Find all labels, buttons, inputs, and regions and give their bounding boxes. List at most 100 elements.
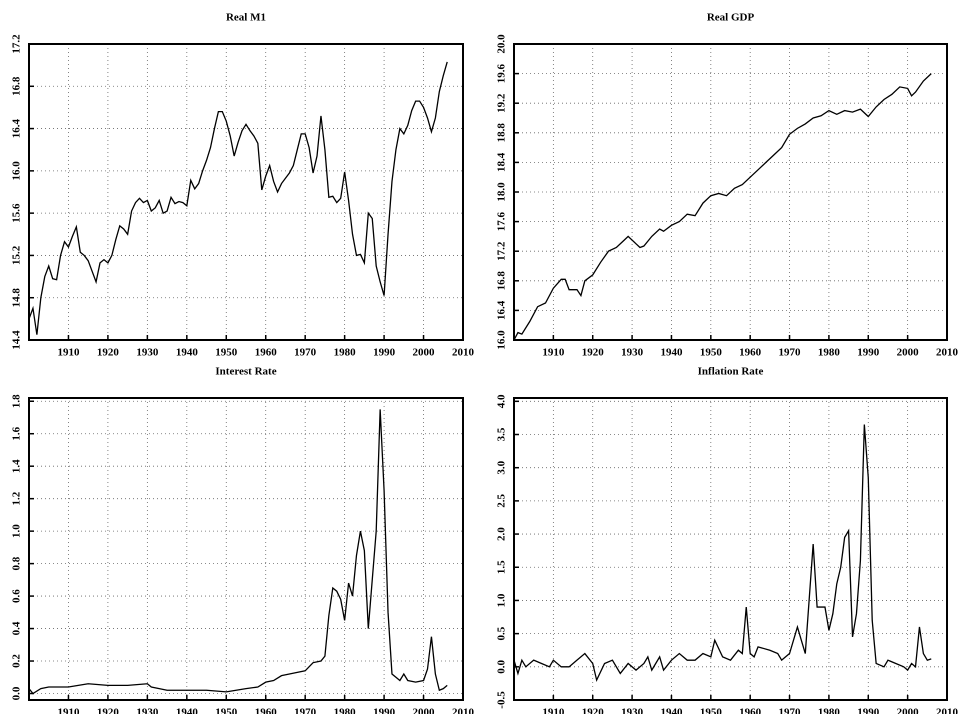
y-tick-label: -0.5 <box>496 691 508 709</box>
plot-frame <box>513 397 948 701</box>
x-tick-label: 1990 <box>857 707 880 714</box>
y-tick-label: 2.5 <box>496 494 508 508</box>
x-tick-label: 1980 <box>818 347 841 359</box>
y-tick-label: 18.4 <box>496 152 508 172</box>
x-tick-label: 1960 <box>255 347 278 359</box>
x-tick-label: 1940 <box>176 347 199 359</box>
y-tick-label: 0.5 <box>496 626 508 640</box>
y-tick-label: 3.0 <box>496 460 508 474</box>
y-tick-label: 1.5 <box>496 560 508 574</box>
panel: Real GDP 1910 1920 1930 1940 1950 1960 1970 1980… <box>496 12 959 359</box>
x-tick-label: 2000 <box>897 347 920 359</box>
x-tick-label: 1970 <box>294 707 317 714</box>
y-tick-label: 20.0 <box>496 34 508 54</box>
x-tick-label: 1960 <box>739 347 762 359</box>
y-tick-label: 15.6 <box>11 203 23 223</box>
y-tick-label: 14.8 <box>11 288 23 308</box>
x-tick-label: 2010 <box>936 707 959 714</box>
y-tick-label: 1.0 <box>496 593 508 607</box>
x-tick-label: 1980 <box>334 707 357 714</box>
x-tick-label: 1930 <box>621 707 644 714</box>
data-line <box>28 409 448 695</box>
data-line <box>28 61 448 335</box>
y-tick-label: 18.0 <box>496 182 508 202</box>
x-tick-label: 1910 <box>57 707 80 714</box>
x-tick-label: 1930 <box>621 347 644 359</box>
x-tick-label: 1960 <box>739 707 762 714</box>
x-tick-label: 2000 <box>413 347 436 359</box>
x-tick-label: 1920 <box>582 347 605 359</box>
x-tick-label: 1970 <box>294 347 317 359</box>
x-tick-label: 2010 <box>936 347 959 359</box>
y-tick-label: 1.8 <box>11 394 23 408</box>
x-tick-label: 1990 <box>857 347 880 359</box>
x-tick-label: 1950 <box>215 347 238 359</box>
x-tick-label: 1940 <box>176 707 199 714</box>
y-tick-label: 16.4 <box>11 118 23 138</box>
data-line <box>513 73 932 341</box>
panel: Inflation Rate 1910 1920 1930 1940 1950 1960 19… <box>496 366 959 714</box>
x-tick-label: 1920 <box>97 347 120 359</box>
x-tick-label: 1970 <box>779 347 802 359</box>
y-tick-label: 1.0 <box>11 524 23 538</box>
y-tick-label: 0.8 <box>11 556 23 570</box>
chart-title: Interest Rate <box>215 366 276 378</box>
x-tick-label: 1980 <box>818 707 841 714</box>
x-tick-label: 1930 <box>136 707 159 714</box>
y-tick-label: 0.6 <box>11 589 23 603</box>
chart-title: Real M1 <box>226 12 266 24</box>
y-tick-label: 16.0 <box>496 330 508 350</box>
panel: Interest Rate 1910 1920 1930 1940 1950 1960 197… <box>11 366 475 714</box>
y-tick-label: 0.4 <box>11 621 23 635</box>
y-tick-label: 4.0 <box>496 394 508 408</box>
y-tick-label: 17.6 <box>496 211 508 231</box>
x-tick-label: 2010 <box>452 707 475 714</box>
y-tick-label: 15.2 <box>11 245 23 265</box>
y-tick-label: 17.2 <box>11 34 23 54</box>
x-tick-label: 1910 <box>57 347 80 359</box>
y-tick-label: 17.2 <box>496 241 508 261</box>
x-tick-label: 1950 <box>700 707 723 714</box>
y-tick-label: 0.0 <box>11 686 23 700</box>
x-tick-label: 1940 <box>660 707 683 714</box>
y-tick-label: 3.5 <box>496 427 508 441</box>
x-tick-label: 1950 <box>215 707 238 714</box>
y-tick-label: 0.0 <box>496 659 508 673</box>
y-tick-label: 16.8 <box>496 271 508 291</box>
y-tick-label: 16.8 <box>11 76 23 96</box>
x-tick-label: 2000 <box>413 707 436 714</box>
x-tick-label: 1910 <box>542 347 565 359</box>
y-tick-label: 14.4 <box>11 330 23 350</box>
plot-frame <box>28 43 464 341</box>
x-tick-label: 2010 <box>452 347 475 359</box>
y-tick-label: 0.2 <box>11 654 23 668</box>
x-tick-label: 1920 <box>582 707 605 714</box>
x-tick-label: 2000 <box>897 707 920 714</box>
x-tick-label: 1970 <box>779 707 802 714</box>
x-tick-label: 1950 <box>700 347 723 359</box>
panel: Real M1 1910 1920 1930 1940 1950 1960 1970 1980 1… <box>11 12 475 359</box>
x-tick-label: 1940 <box>660 347 683 359</box>
plot-frame <box>513 43 948 341</box>
x-tick-label: 1910 <box>542 707 565 714</box>
chart-title: Real GDP <box>707 12 755 24</box>
y-tick-label: 18.8 <box>496 123 508 143</box>
y-tick-label: 1.4 <box>11 459 23 473</box>
x-tick-label: 1920 <box>97 707 120 714</box>
y-tick-label: 19.2 <box>496 93 508 113</box>
y-tick-label: 1.2 <box>11 491 23 505</box>
x-tick-label: 1930 <box>136 347 159 359</box>
x-tick-label: 1960 <box>255 707 278 714</box>
chart-title: Inflation Rate <box>698 366 764 378</box>
y-tick-label: 19.6 <box>496 63 508 83</box>
data-line <box>513 424 932 683</box>
y-tick-label: 16.4 <box>496 300 508 320</box>
plot-frame <box>28 397 464 701</box>
y-tick-label: 2.0 <box>496 527 508 541</box>
x-tick-label: 1980 <box>334 347 357 359</box>
y-tick-label: 1.6 <box>11 426 23 440</box>
y-tick-label: 16.0 <box>11 161 23 181</box>
x-tick-label: 1990 <box>373 347 396 359</box>
x-tick-label: 1990 <box>373 707 396 714</box>
